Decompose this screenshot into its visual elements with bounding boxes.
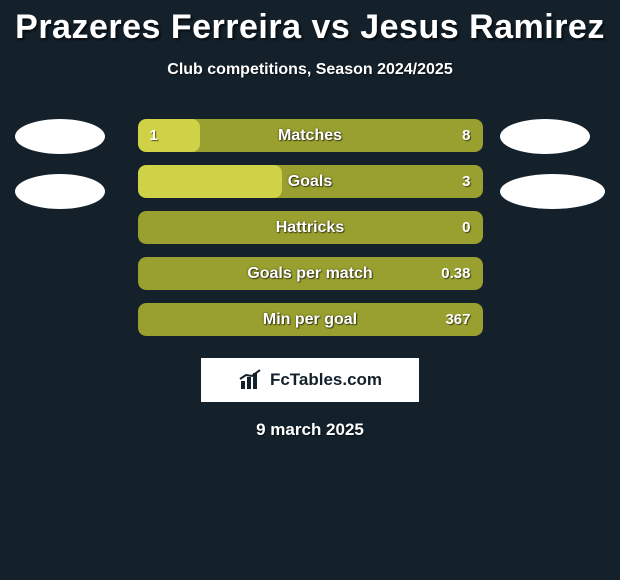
brand-chart-icon [238, 369, 264, 391]
bar-fill [138, 165, 283, 198]
bar-value-right: 3 [462, 165, 470, 198]
stat-bar: Min per goal367 [138, 303, 483, 336]
stat-bars: 1Matches8 Goals3 Hattricks0 Goals per match… [138, 119, 483, 336]
stat-bar: Hattricks0 [138, 211, 483, 244]
player-avatar-left [15, 119, 105, 154]
page-title: Prazeres Ferreira vs Jesus Ramirez [0, 0, 620, 47]
bar-value-right: 0 [462, 211, 470, 244]
stat-bar: 1Matches8 [138, 119, 483, 152]
bar-value-right: 8 [462, 119, 470, 152]
bar-track [138, 211, 483, 244]
brand-box: FcTables.com [201, 358, 419, 402]
player-avatar-right [500, 119, 590, 154]
bar-value-right: 0.38 [441, 257, 470, 290]
club-avatar-right [500, 174, 605, 209]
page-subtitle: Club competitions, Season 2024/2025 [0, 61, 620, 79]
right-avatar-column [500, 119, 605, 209]
stat-bar: Goals3 [138, 165, 483, 198]
bar-track [138, 303, 483, 336]
stat-bar: Goals per match0.38 [138, 257, 483, 290]
bar-track [138, 257, 483, 290]
date-label: 9 march 2025 [0, 420, 620, 440]
left-avatar-column [15, 119, 105, 209]
bar-value-right: 367 [445, 303, 470, 336]
club-avatar-left [15, 174, 105, 209]
bar-fill [138, 119, 200, 152]
bar-value-left: 1 [150, 119, 158, 152]
brand-text: FcTables.com [270, 370, 382, 390]
comparison-content: 1Matches8 Goals3 Hattricks0 Goals per match… [0, 119, 620, 440]
